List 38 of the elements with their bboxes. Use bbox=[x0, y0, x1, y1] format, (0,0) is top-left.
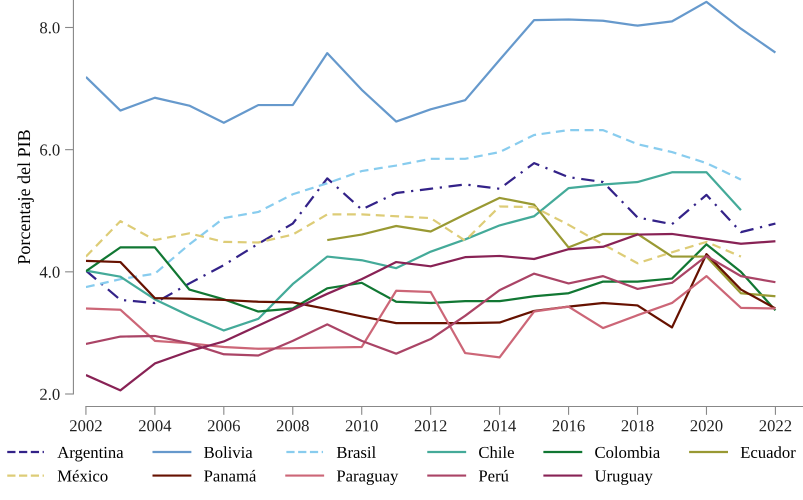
x-tick-label: 2018 bbox=[622, 420, 654, 432]
legend-label: Argentina bbox=[57, 446, 124, 462]
line-series bbox=[86, 254, 777, 357]
legend-label: Uruguay bbox=[594, 470, 653, 485]
legend-label: Chile bbox=[479, 446, 514, 458]
y-tick-label: 6.0 bbox=[40, 144, 60, 156]
line-series bbox=[86, 162, 777, 304]
line-series bbox=[326, 196, 777, 298]
legend-label: Colombia bbox=[595, 446, 660, 458]
line-series bbox=[86, 274, 777, 358]
x-tick-label: 2020 bbox=[690, 420, 722, 432]
x-tick-label: 2004 bbox=[138, 420, 172, 432]
y-tick-label: 4.0 bbox=[40, 266, 60, 278]
legend-label: México bbox=[58, 470, 108, 482]
legend-label: Bolivia bbox=[204, 446, 252, 458]
x-tick-label: 2002 bbox=[70, 420, 102, 432]
line-series bbox=[86, 232, 777, 392]
x-tick-label: 2012 bbox=[414, 420, 446, 432]
x-tick-label: 2006 bbox=[208, 420, 240, 432]
y-axis-title: Porcentaje del PIB bbox=[17, 130, 34, 264]
legend-label: Brasil bbox=[336, 446, 376, 458]
line-series bbox=[86, 243, 777, 313]
x-tick-label: 2008 bbox=[276, 420, 309, 432]
x-tick-label: 2022 bbox=[759, 420, 792, 432]
y-tick-label: 8.0 bbox=[40, 22, 60, 34]
legend-label: Panamá bbox=[204, 470, 256, 482]
legend-label: Paraguay bbox=[336, 470, 398, 485]
x-tick-label: 2010 bbox=[346, 420, 378, 432]
legend-label: Ecuador bbox=[740, 446, 796, 458]
x-tick-label: 2014 bbox=[484, 420, 516, 432]
x-tick-label: 2016 bbox=[552, 420, 585, 432]
line-series bbox=[86, 0, 777, 124]
line-series bbox=[86, 171, 742, 332]
y-tick-label: 2.0 bbox=[40, 388, 60, 400]
line-series bbox=[86, 129, 742, 288]
line-series bbox=[86, 253, 777, 329]
line-series bbox=[86, 205, 742, 264]
legend-label: Perú bbox=[478, 470, 509, 482]
